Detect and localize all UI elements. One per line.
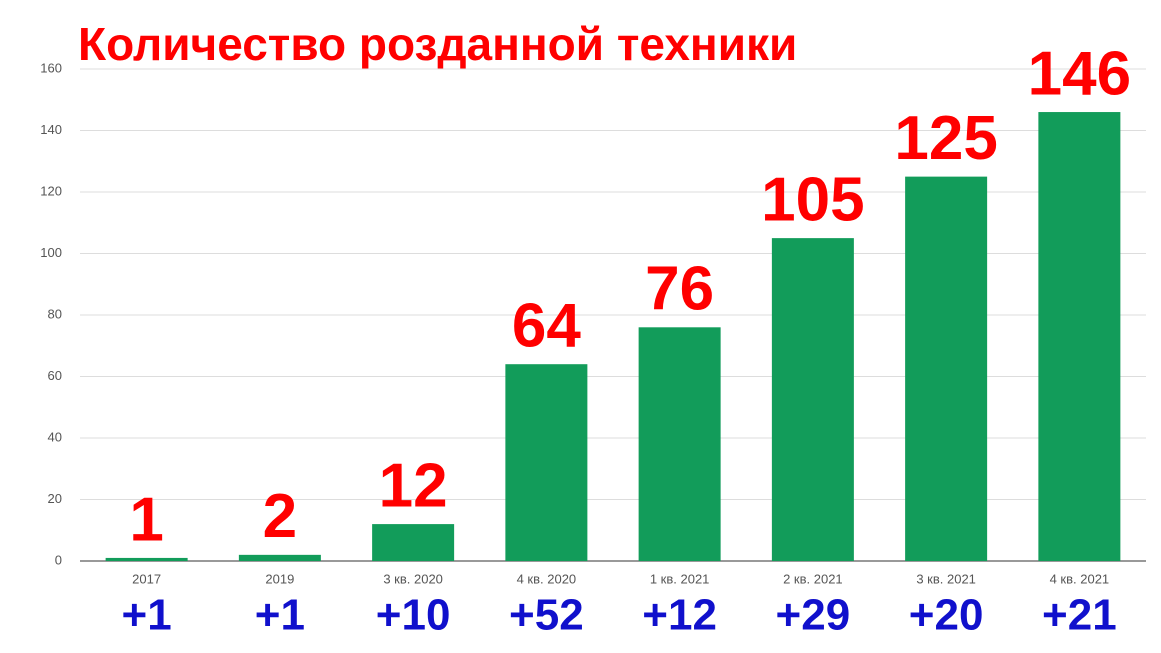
y-tick-label: 40 xyxy=(48,429,62,444)
y-tick-label: 120 xyxy=(40,183,62,198)
value-label: 1 xyxy=(129,485,163,554)
x-tick-label: 4 кв. 2021 xyxy=(1050,571,1110,586)
y-tick-label: 20 xyxy=(48,491,62,506)
value-label: 146 xyxy=(1028,39,1131,108)
value-label: 2 xyxy=(263,482,297,551)
bar xyxy=(372,524,455,561)
change-label: +21 xyxy=(1042,591,1117,640)
value-label: 76 xyxy=(645,255,714,324)
bar xyxy=(505,364,588,561)
x-tick-label: 3 кв. 2020 xyxy=(383,571,443,586)
change-label: +12 xyxy=(642,591,717,640)
value-label: 105 xyxy=(761,166,864,235)
y-tick-label: 80 xyxy=(48,306,62,321)
y-tick-label: 0 xyxy=(55,552,62,567)
change-label: +1 xyxy=(255,591,305,640)
bar xyxy=(1038,112,1121,562)
x-tick-label: 1 кв. 2021 xyxy=(650,571,710,586)
bar xyxy=(905,176,988,561)
change-label: +29 xyxy=(776,591,851,640)
x-tick-label: 2017 xyxy=(132,571,161,586)
value-label: 12 xyxy=(379,451,448,520)
x-tick-label: 2019 xyxy=(265,571,294,586)
y-tick-label: 160 xyxy=(40,60,62,75)
change-label: +52 xyxy=(509,591,584,640)
change-label: +20 xyxy=(909,591,984,640)
y-tick-label: 140 xyxy=(40,122,62,137)
bar xyxy=(771,238,854,561)
bar xyxy=(238,554,321,561)
x-tick-label: 3 кв. 2021 xyxy=(916,571,976,586)
y-tick-label: 60 xyxy=(48,368,62,383)
bar xyxy=(638,327,721,561)
chart-title: Количество розданной техники xyxy=(78,18,797,70)
value-label: 64 xyxy=(512,292,581,361)
value-label: 125 xyxy=(894,104,997,173)
bar xyxy=(105,557,188,561)
x-tick-label: 4 кв. 2020 xyxy=(517,571,577,586)
change-label: +10 xyxy=(376,591,451,640)
x-tick-label: 2 кв. 2021 xyxy=(783,571,843,586)
change-label: +1 xyxy=(122,591,172,640)
y-tick-label: 100 xyxy=(40,245,62,260)
